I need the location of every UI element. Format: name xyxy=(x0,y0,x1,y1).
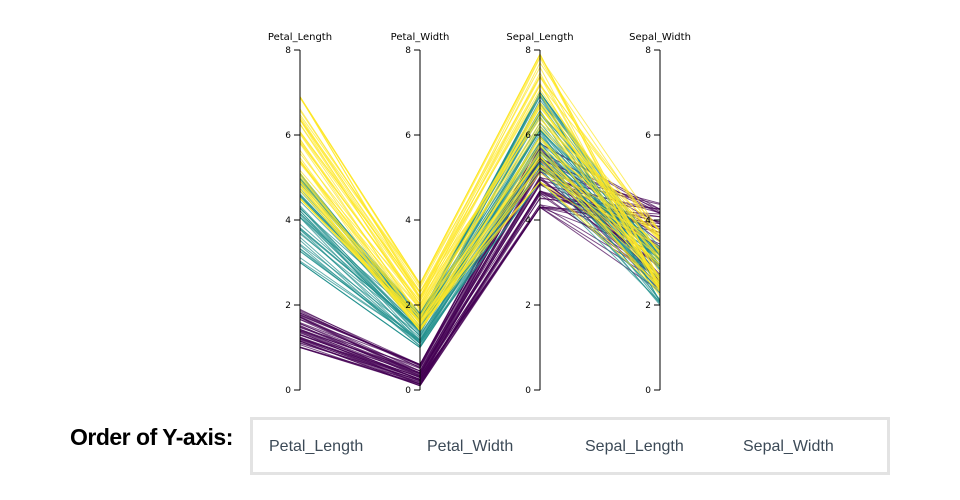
line-virginica-47 xyxy=(299,61,661,300)
axis-title: Sepal_Length xyxy=(506,32,573,43)
tick-label: 4 xyxy=(645,216,651,226)
order-label: Order of Y-axis: xyxy=(70,424,233,450)
tick-label: 6 xyxy=(405,131,411,141)
line-virginica-36 xyxy=(299,135,661,331)
tick-label: 8 xyxy=(405,46,411,56)
line-setosa-44 xyxy=(299,194,661,384)
tick-label: 8 xyxy=(645,46,651,56)
line-virginica-43 xyxy=(299,172,661,329)
axis-title: Petal_Length xyxy=(268,32,332,43)
tick-label: 4 xyxy=(285,216,291,226)
parallel-coordinates-chart: 0 2 4 6 8 Petal_Length 0 2 4 6 8 Petal_Width 0 2 4 6 8 Se… xyxy=(268,32,691,396)
axis-title: Sepal_Width xyxy=(629,32,691,43)
line-virginica-49 xyxy=(299,76,661,298)
line-versicolor-43 xyxy=(299,180,661,343)
data-lines xyxy=(299,53,661,387)
order-item-sepal-length[interactable]: Sepal_Length xyxy=(585,438,684,455)
axis-petal-length: 0 2 4 6 8 Petal_Length xyxy=(268,32,332,396)
line-versicolor-44 xyxy=(299,155,661,345)
tick-label: 8 xyxy=(525,46,531,56)
tick-label: 6 xyxy=(525,131,531,141)
tick-label: 8 xyxy=(285,46,291,56)
line-virginica-42 xyxy=(299,136,661,326)
axis-order-box[interactable]: Petal_Length Petal_Width Sepal_Length Se… xyxy=(250,417,890,475)
order-item-sepal-width[interactable]: Sepal_Width xyxy=(743,438,834,455)
line-virginica-33 xyxy=(299,180,661,324)
line-virginica-32 xyxy=(299,152,661,323)
tick-label: 2 xyxy=(525,301,531,311)
line-virginica-23 xyxy=(299,55,661,288)
line-virginica-7 xyxy=(299,115,661,302)
tick-label: 4 xyxy=(525,216,531,226)
tick-label: 6 xyxy=(645,131,651,141)
axes: 0 2 4 6 8 Petal_Length 0 2 4 6 8 Petal_Width 0 2 4 6 8 Se… xyxy=(268,32,691,396)
axis-title: Petal_Width xyxy=(391,32,450,43)
tick-label: 0 xyxy=(525,386,531,396)
axis-sepal-width: 0 2 4 6 8 Sepal_Width xyxy=(629,32,691,396)
tick-label: 0 xyxy=(405,386,411,396)
tick-label: 0 xyxy=(285,386,291,396)
tick-label: 0 xyxy=(645,386,651,396)
tick-label: 4 xyxy=(405,216,411,226)
line-virginica-25 xyxy=(299,101,661,312)
line-virginica-45 xyxy=(299,104,661,320)
tick-label: 2 xyxy=(405,301,411,311)
tick-label: 6 xyxy=(285,131,291,141)
line-virginica-30 xyxy=(299,110,661,324)
line-virginica-15 xyxy=(299,74,661,293)
line-virginica-40 xyxy=(299,127,661,310)
tick-label: 2 xyxy=(645,301,651,311)
line-virginica-48 xyxy=(299,163,661,332)
order-item-petal-length[interactable]: Petal_Length xyxy=(269,438,364,455)
order-item-petal-width[interactable]: Petal_Width xyxy=(427,438,514,455)
tick-label: 2 xyxy=(285,301,291,311)
axis-sepal-length: 0 2 4 6 8 Sepal_Length xyxy=(506,32,573,396)
line-versicolor-10 xyxy=(299,162,661,349)
line-virginica-19 xyxy=(299,53,661,289)
axis-petal-width: 0 2 4 6 8 Petal_Width xyxy=(391,32,450,396)
